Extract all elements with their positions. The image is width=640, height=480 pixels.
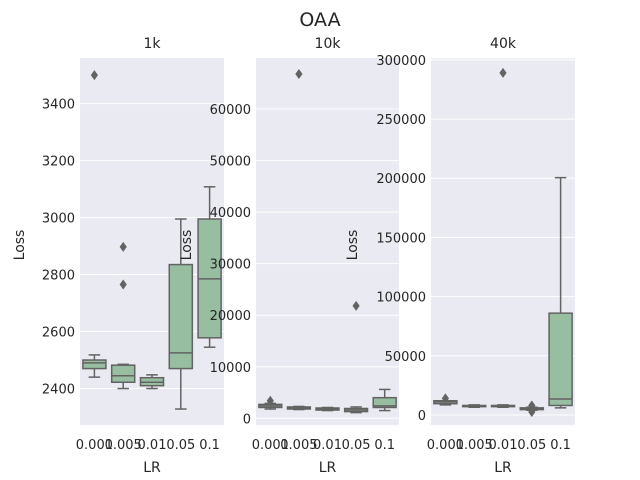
box-iqr [168,263,194,370]
y-tick-label: 60000 [210,103,251,118]
y-tick-label: 250000 [376,113,426,128]
y-tick-label: 10000 [210,361,251,376]
box-0.1 [548,176,573,409]
y-tick-label: 150000 [376,231,426,246]
x-tick-label: 0.01 [138,438,167,453]
x-tick-label: 0.01 [489,438,518,453]
y-tick-label: 3400 [42,98,75,113]
y-tick-label: 50000 [385,350,426,365]
y-tick-label: 30000 [210,258,251,273]
x-tick-label: 0.005 [105,438,142,453]
box-iqr [110,364,136,384]
y-tick-label: 200000 [376,172,426,187]
x-tick-label: 0.005 [456,438,493,453]
box-0.01 [490,67,516,408]
y-tick-label: 2400 [42,383,75,398]
panel-40k: 0 50000 100000 150000 200000 250000 300000 0.00… [345,36,575,476]
x-tick-label: 0.05 [342,438,371,453]
outlier-point [528,406,536,417]
y-tick-label: 0 [418,409,426,424]
x-tick-label: 0.05 [166,438,195,453]
box-0.05 [168,218,194,410]
plot-area [256,58,399,425]
x-tick-label: 0.1 [550,438,571,453]
x-tick-label: 0.1 [199,438,220,453]
panel-10k: 0 10000 20000 30000 40000 50000 60000 0.0010.00… [179,36,399,476]
x-tick-label: 0.001 [76,438,113,453]
panel-title: 1k [143,36,161,52]
x-tick-label: 0.001 [427,438,464,453]
outlier-point [90,70,98,81]
x-tick-label: 0.01 [313,438,342,453]
outlier-point [119,279,127,290]
y-axis-label: Loss [12,230,28,261]
box-0.005 [286,68,312,411]
y-axis-label: Loss [179,230,195,261]
outlier-point [266,395,274,406]
box-0.001 [82,70,107,378]
y-tick-label: 50000 [210,155,251,170]
y-tick-label: 300000 [376,54,426,69]
y-tick-label: 2800 [42,269,75,284]
x-tick-label: 0.005 [280,438,317,453]
box-0.005 [461,404,487,408]
y-tick-label: 100000 [376,291,426,306]
outlier-point [295,68,303,79]
outlier-point [119,241,127,252]
x-axis-label: LR [143,460,161,476]
panel-title: 40k [490,36,517,52]
box-0.05 [519,400,545,417]
box-0.05 [343,300,369,414]
box-0.001 [433,393,458,406]
y-axis-label: Loss [345,230,361,261]
y-tick-label: 20000 [210,309,251,324]
box-0.1 [372,388,397,412]
box-0.001 [258,395,283,410]
box-0.01 [139,374,165,390]
x-tick-label: 0.05 [517,438,546,453]
x-axis-label: LR [319,460,337,476]
box-iqr [372,396,397,409]
y-tick-label: 3000 [42,212,75,227]
box-0.1 [197,186,222,348]
x-tick-label: 0.1 [374,438,395,453]
y-tick-label: 2600 [42,326,75,341]
y-tick-label: 3200 [42,155,75,170]
outlier-point [441,393,449,404]
x-axis-label: LR [494,460,512,476]
outlier-point [499,67,507,78]
figure-title: OAA [299,9,340,31]
box-0.005 [110,241,136,390]
box-iqr [82,359,107,370]
outlier-point [352,300,360,311]
box-iqr [548,312,573,407]
x-tick-label: 0.001 [252,438,289,453]
outlier-point [528,400,536,411]
y-tick-label: 40000 [210,206,251,221]
panel-title: 10k [315,36,342,52]
y-tick-label: 0 [243,412,251,427]
box-0.01 [315,406,340,412]
